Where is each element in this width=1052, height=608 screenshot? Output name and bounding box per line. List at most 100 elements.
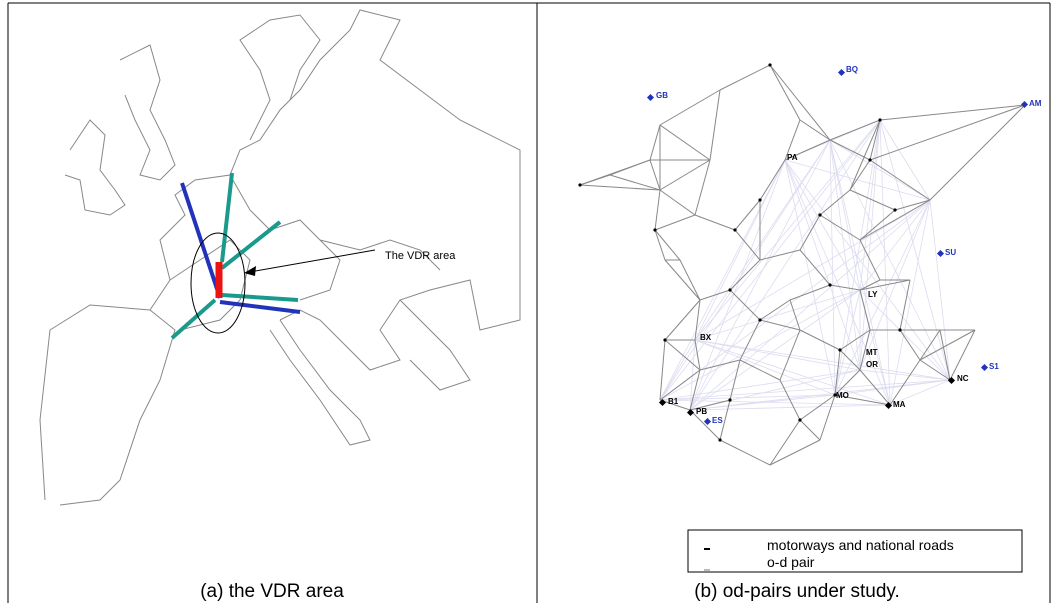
road: [878, 118, 882, 122]
road: [728, 398, 732, 402]
node-label: BQ: [846, 65, 858, 74]
road: [699, 289, 731, 301]
road: [689, 119, 881, 411]
road: [659, 124, 711, 161]
road: [799, 394, 836, 421]
road: [694, 339, 836, 396]
road: [829, 284, 861, 291]
road: [609, 174, 661, 191]
road: [899, 329, 921, 361]
road: [759, 299, 791, 321]
road: [899, 279, 911, 331]
road: [784, 159, 861, 371]
road: [949, 329, 976, 381]
road: [829, 139, 861, 291]
road: [699, 359, 741, 371]
road: [819, 394, 836, 441]
road: [834, 119, 881, 396]
road: [609, 159, 651, 176]
road: [784, 159, 891, 406]
node-labels: GB BQ AM PA SU LY BX MT OR S1 NC B1 PB E…: [656, 65, 1042, 425]
road: [659, 189, 696, 216]
road: [768, 63, 772, 67]
road: [859, 209, 896, 241]
node-label: B1: [668, 397, 679, 406]
road: [784, 139, 831, 161]
road: [859, 279, 911, 291]
road: [819, 189, 851, 216]
road: [798, 418, 802, 422]
road: [868, 158, 872, 162]
node-label: NC: [957, 374, 969, 383]
road: [689, 139, 831, 411]
road: [649, 124, 661, 161]
road: [879, 119, 931, 201]
road: [879, 104, 1026, 121]
road: [784, 159, 931, 201]
road: [829, 119, 881, 141]
node-label: PA: [787, 153, 798, 162]
road: [839, 349, 861, 371]
node-label: OR: [866, 360, 878, 369]
road: [579, 184, 661, 191]
road: [659, 139, 831, 401]
road: [664, 259, 701, 301]
road: [758, 198, 762, 202]
road: [799, 419, 821, 441]
node-label: PB: [696, 407, 707, 416]
road: [729, 259, 761, 291]
road: [859, 119, 881, 291]
road: [849, 189, 896, 211]
road: [689, 404, 891, 411]
road: [859, 199, 931, 371]
road: [739, 319, 761, 361]
road: [759, 319, 801, 331]
road: [653, 228, 657, 232]
node-label: BX: [700, 333, 712, 342]
road-network: [578, 63, 1026, 466]
road: [829, 139, 861, 371]
road: [758, 318, 762, 322]
road: [829, 139, 871, 161]
road: [784, 159, 951, 381]
road: [784, 159, 836, 396]
node-label: SU: [945, 248, 956, 257]
road: [659, 394, 836, 401]
road: [869, 104, 1026, 161]
road: [784, 119, 801, 161]
road: [689, 199, 931, 411]
legend-label: motorways and national roads: [767, 537, 954, 553]
road: [654, 189, 661, 231]
caption: (b) od-pairs under study.: [694, 581, 900, 602]
road: [694, 159, 786, 341]
node-label: ES: [712, 416, 723, 425]
road: [739, 359, 781, 381]
road: [834, 289, 861, 396]
road: [709, 89, 721, 161]
road: [679, 259, 701, 301]
road: [849, 119, 881, 191]
road: [859, 199, 931, 291]
road: [719, 64, 771, 91]
road: [769, 439, 821, 466]
road: [859, 369, 951, 381]
road: [869, 119, 881, 161]
road: [694, 119, 881, 341]
frame: [7, 2, 1051, 603]
road: [834, 369, 861, 396]
road: [578, 183, 582, 187]
road: [859, 199, 931, 241]
road: [834, 394, 891, 406]
vdr-marks: [170, 172, 376, 340]
road: [659, 289, 861, 401]
road: [769, 64, 801, 121]
road: [838, 348, 842, 352]
road: [689, 409, 721, 441]
road: [664, 339, 701, 371]
road: [898, 328, 902, 332]
road: [839, 329, 871, 351]
node-label: S1: [989, 362, 999, 371]
road: [789, 299, 801, 331]
road: [769, 64, 831, 141]
